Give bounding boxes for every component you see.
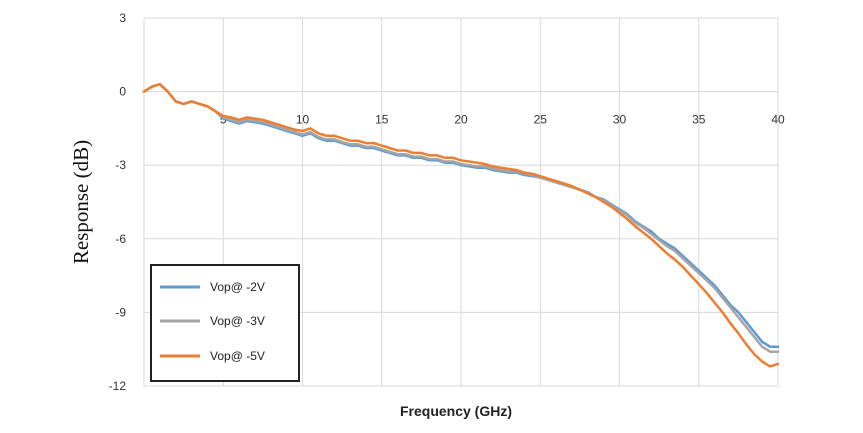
legend-box (150, 264, 300, 382)
x-tick-label: 35 (692, 113, 706, 127)
x-tick-label: 25 (534, 113, 548, 127)
legend-label-series-1: Vop@ -2V (210, 280, 265, 294)
x-tick-label: 20 (454, 113, 468, 127)
legend: Vop@ -2V Vop@ -3V Vop@ -5V (150, 264, 300, 382)
y-tick-label: -3 (115, 158, 126, 172)
y-tick-label: -12 (109, 379, 127, 393)
x-tick-label: 30 (613, 113, 627, 127)
y-tick-label: 0 (119, 85, 126, 99)
x-tick-label: 10 (296, 113, 310, 127)
series-line-3 (142, 82, 780, 368)
series-lines (142, 82, 780, 368)
y-tick-label: -6 (115, 232, 126, 246)
x-axis-label: Frequency (GHz) (400, 403, 512, 419)
y-tick-label: 3 (119, 11, 126, 25)
x-tick-label: 40 (771, 113, 785, 127)
y-tick-label: -9 (115, 305, 126, 319)
series-line-2 (142, 82, 780, 353)
legend-label-series-3: Vop@ -5V (210, 349, 265, 363)
y-tick-labels: 3 0 -3 -6 -9 -12 (109, 11, 127, 393)
y-axis-label: Response (dB) (69, 140, 93, 264)
x-tick-label: 15 (375, 113, 389, 127)
x-tick-labels: 5 10 15 20 25 30 35 40 (220, 113, 785, 127)
legend-label-series-2: Vop@ -3V (210, 314, 265, 328)
